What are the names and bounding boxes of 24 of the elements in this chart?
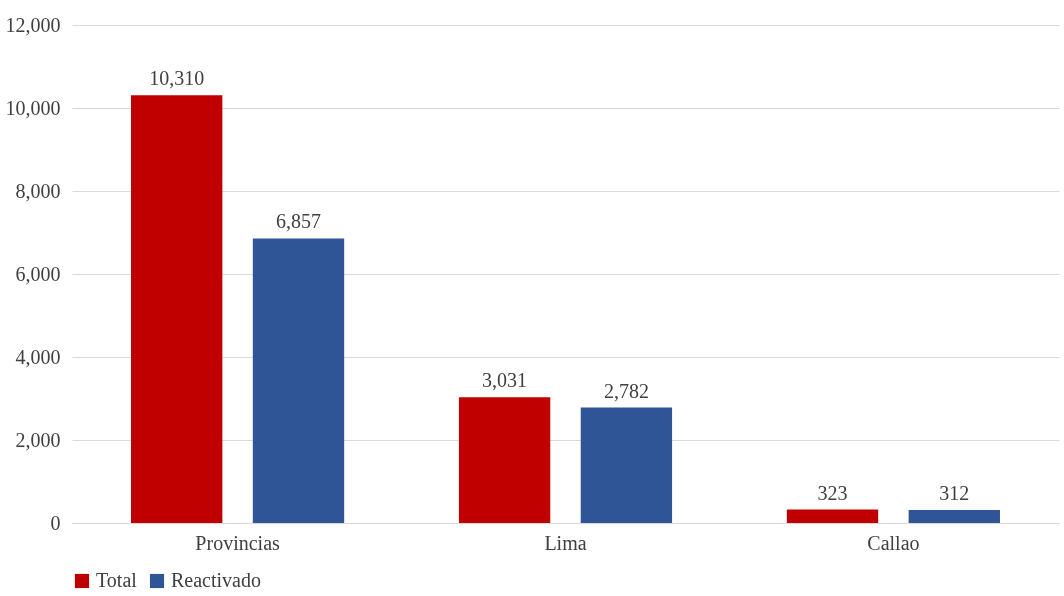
bar xyxy=(131,95,223,523)
legend-label: Reactivado xyxy=(171,569,261,591)
data-label: 10,310 xyxy=(149,67,205,90)
data-label: 3,031 xyxy=(482,369,528,392)
y-tick-label: 0 xyxy=(50,511,61,534)
bar xyxy=(252,238,345,523)
data-label: 2,782 xyxy=(603,379,649,402)
x-tick-label: Provincias xyxy=(195,531,281,554)
data-label: 323 xyxy=(817,481,848,504)
y-tick-label: 10,000 xyxy=(5,96,61,119)
legend-label: Total xyxy=(96,569,138,591)
y-tick-label: 4,000 xyxy=(15,345,61,368)
bar xyxy=(908,510,1000,523)
y-tick-label: 12,000 xyxy=(5,13,61,36)
y-tick-label: 2,000 xyxy=(15,428,61,451)
y-tick-label: 6,000 xyxy=(15,262,61,285)
bar xyxy=(580,407,673,523)
bar xyxy=(786,509,879,523)
data-label: 6,857 xyxy=(275,210,321,233)
x-tick-label: Callao xyxy=(867,531,920,554)
y-tick-label: 8,000 xyxy=(15,179,61,202)
x-tick-label: Lima xyxy=(544,531,587,554)
bar xyxy=(458,397,551,523)
data-label: 312 xyxy=(939,482,970,505)
